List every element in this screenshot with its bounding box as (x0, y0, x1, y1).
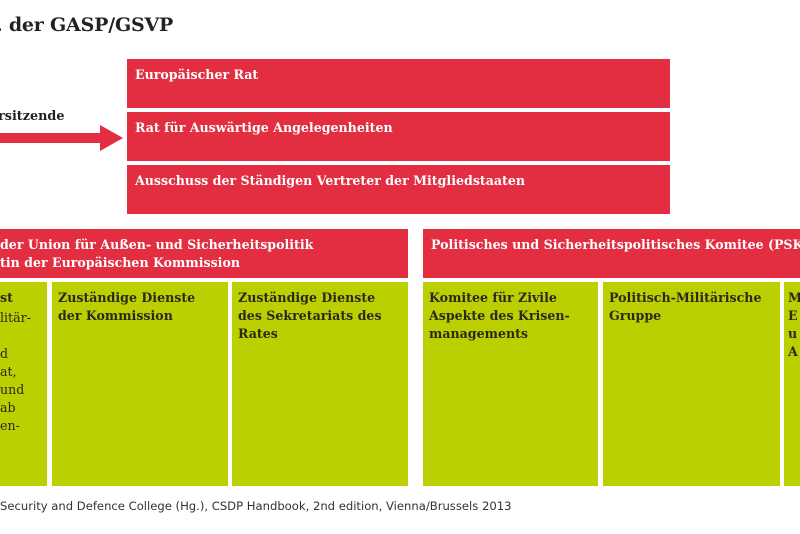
header-line-1: der Union für Außen- und Sicherheitspoli… (0, 237, 314, 252)
unit-council-secretariat: Zuständige Dienste des Sekretariats des … (232, 282, 408, 486)
header-line-1: Politisches und Sicherheitspolitisches K… (431, 237, 800, 252)
unit-military-committee: M E u A (784, 282, 800, 486)
header-line-2: tin der Europäischen Kommission (0, 255, 241, 270)
arrow-right-icon (0, 125, 123, 151)
unit-title: Komitee für Zivile Aspekte des Krisen-ma… (429, 290, 570, 341)
council-box-european-council: Europäischer Rat (127, 59, 670, 108)
unit-title: M E u A (788, 290, 800, 359)
council-box-label: Europäischer Rat (135, 67, 259, 82)
presidency-label: rsitzende (0, 109, 65, 124)
unit-pmg: Politisch-Militärische Gruppe (603, 282, 780, 486)
unit-title: st (0, 290, 13, 305)
unit-civcom: Komitee für Zivile Aspekte des Krisen-ma… (423, 282, 598, 486)
unit-body: litär- d at, und ab en- (0, 310, 31, 433)
council-box-coreper: Ausschuss der Ständigen Vertreter der Mi… (127, 165, 670, 214)
council-box-label: Rat für Auswärtige Angelegenheiten (135, 120, 393, 135)
high-representative-header: der Union für Außen- und Sicherheitspoli… (0, 229, 408, 278)
council-box-foreign-affairs: Rat für Auswärtige Angelegenheiten (127, 112, 670, 161)
council-box-label: Ausschuss der Ständigen Vertreter der Mi… (135, 173, 526, 188)
psc-header: Politisches und Sicherheitspolitisches K… (423, 229, 800, 278)
source-note: Security and Defence College (Hg.), CSDP… (0, 499, 512, 513)
unit-title: Zuständige Dienste der Kommission (58, 290, 196, 323)
unit-title: Politisch-Militärische Gruppe (609, 290, 762, 323)
diagram-title: . der GASP/GSVP (0, 14, 174, 36)
unit-commission-services: Zuständige Dienste der Kommission (52, 282, 228, 486)
unit-eeas: st litär- d at, und ab en- (0, 282, 47, 486)
unit-title: Zuständige Dienste des Sekretariats des … (238, 290, 382, 341)
